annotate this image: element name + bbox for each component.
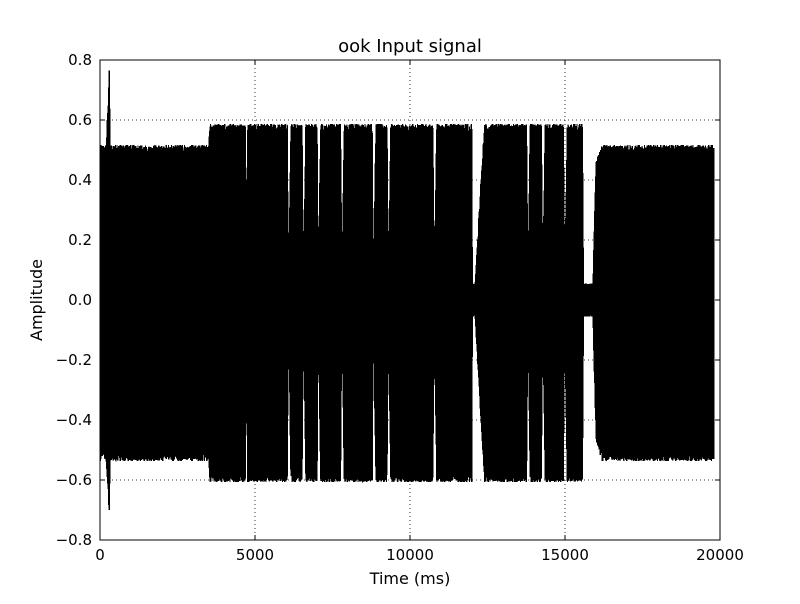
chart-title: ook Input signal [338,36,482,57]
x-tick-label: 0 [95,546,105,564]
x-tick-label: 10000 [386,546,434,564]
signal-series-path [99,70,715,510]
x-axis: 0 5000 10000 15000 20000 [95,60,744,564]
x-tick-label: 20000 [696,546,744,564]
y-tick-label: 0.0 [68,291,92,309]
y-tick-label: 0.6 [68,111,92,129]
x-axis-label: Time (ms) [369,569,451,588]
y-tick-label: 0.8 [68,51,92,69]
y-axis: −0.8 −0.6 −0.4 −0.2 0.0 0.2 0.4 0.6 0.8 [56,51,720,549]
x-tick-label: 5000 [236,546,274,564]
y-tick-label: −0.8 [56,531,92,549]
y-tick-label: −0.4 [56,411,92,429]
y-tick-label: 0.4 [68,171,92,189]
x-tick-label: 15000 [541,546,589,564]
y-tick-label: 0.2 [68,231,92,249]
y-tick-label: −0.2 [56,351,92,369]
signal-layer [99,70,715,510]
y-axis-label: Amplitude [27,259,46,341]
y-tick-label: −0.6 [56,471,92,489]
